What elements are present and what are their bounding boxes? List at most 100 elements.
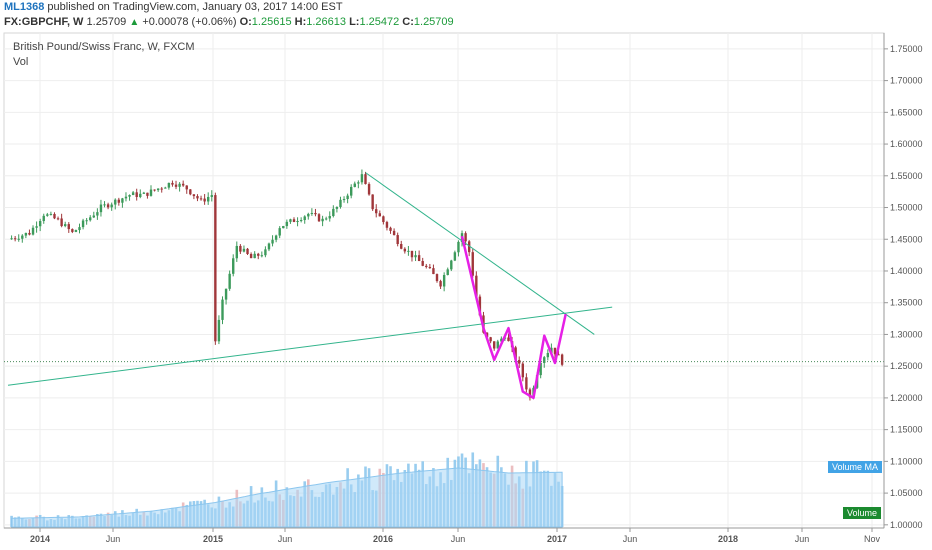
close-value: 1.25709 bbox=[413, 16, 454, 28]
candle-body bbox=[214, 195, 217, 342]
candle-body bbox=[546, 353, 550, 358]
up-arrow-icon: ▲ bbox=[129, 17, 140, 28]
candle-body bbox=[81, 220, 85, 228]
candle-body bbox=[139, 193, 142, 198]
candle-body bbox=[375, 209, 378, 214]
publisher-username[interactable]: ML1368 bbox=[4, 1, 45, 13]
candle-body bbox=[453, 252, 457, 261]
candle-body bbox=[178, 183, 181, 187]
x-tick-label: 2015 bbox=[203, 534, 223, 544]
candle-body bbox=[328, 216, 331, 219]
close-label: C: bbox=[402, 16, 414, 28]
low-label: L: bbox=[349, 16, 360, 28]
support-trendline[interactable] bbox=[7, 306, 613, 386]
candle-body bbox=[114, 199, 117, 205]
candle-body bbox=[342, 199, 346, 201]
y-tick-label: 1.35000 bbox=[890, 298, 923, 308]
candle-body bbox=[317, 214, 321, 222]
x-tick-label: Jun bbox=[795, 534, 810, 544]
candle-body bbox=[17, 238, 20, 240]
candle-body bbox=[425, 265, 428, 267]
candle-body bbox=[507, 337, 510, 342]
candle-body bbox=[392, 230, 396, 236]
candle-body bbox=[282, 226, 285, 229]
candle-body bbox=[553, 347, 557, 355]
candle-body bbox=[13, 238, 17, 240]
candle-body bbox=[278, 228, 281, 236]
vol-label: Vol bbox=[13, 56, 29, 68]
candle-body bbox=[142, 192, 146, 194]
candle-body bbox=[53, 213, 56, 219]
resistance-trendline[interactable] bbox=[365, 172, 595, 335]
candle-body bbox=[35, 226, 38, 228]
y-tick-label: 1.55000 bbox=[890, 171, 923, 181]
y-tick-label: 1.70000 bbox=[890, 76, 923, 86]
candle-body bbox=[421, 261, 424, 266]
pattern-path[interactable] bbox=[460, 235, 567, 400]
candle-body bbox=[396, 235, 399, 245]
y-tick-label: 1.40000 bbox=[890, 266, 923, 276]
candle-body bbox=[432, 268, 435, 275]
candle-body bbox=[314, 212, 317, 215]
candle-body bbox=[324, 218, 328, 220]
candle-body bbox=[85, 220, 88, 222]
candle-body bbox=[457, 241, 460, 253]
candle-body bbox=[478, 296, 482, 316]
candle-body bbox=[514, 347, 517, 360]
candle-body bbox=[439, 281, 442, 287]
candle-body bbox=[271, 239, 274, 244]
candle-body bbox=[174, 184, 178, 187]
candle-body bbox=[71, 229, 74, 232]
candle-body bbox=[493, 341, 496, 349]
open-label: O: bbox=[239, 16, 252, 28]
candle-body bbox=[525, 377, 528, 390]
candle-body bbox=[235, 245, 238, 259]
candle-body bbox=[464, 233, 467, 242]
candle-body bbox=[56, 218, 60, 220]
open-value: 1.25615 bbox=[251, 16, 292, 28]
y-tick-label: 1.45000 bbox=[890, 234, 923, 244]
y-tick-label: 1.75000 bbox=[890, 44, 923, 54]
time-axis[interactable]: 2014 Jun 2015 Jun 2016 Jun 2017 Jun 2018 Jun Nov bbox=[30, 528, 881, 544]
candle-body bbox=[521, 363, 524, 378]
candle-body bbox=[167, 182, 171, 188]
candle-body bbox=[467, 241, 471, 253]
candle-body bbox=[446, 269, 449, 276]
candle-body bbox=[557, 354, 560, 356]
candle-body bbox=[428, 266, 432, 269]
candle-body bbox=[367, 184, 371, 195]
candle-body bbox=[131, 192, 135, 196]
candle-body bbox=[303, 216, 306, 221]
x-tick-label: 2018 bbox=[718, 534, 738, 544]
candle-body bbox=[10, 238, 13, 240]
candle-body bbox=[232, 258, 235, 274]
candle-body bbox=[196, 196, 199, 199]
candle-body bbox=[442, 275, 446, 287]
candle-body bbox=[389, 227, 392, 231]
candle-body bbox=[217, 319, 221, 342]
chart-title: British Pound/Swiss Franc, W, FXCM bbox=[13, 41, 195, 53]
x-tick-label: 2016 bbox=[373, 534, 393, 544]
candle-body bbox=[24, 232, 28, 236]
y-tick-label: 1.50000 bbox=[890, 203, 923, 213]
candle-body bbox=[257, 253, 260, 256]
candle-body bbox=[99, 204, 103, 213]
candle-body bbox=[64, 224, 67, 227]
last-price: 1.25709 bbox=[86, 16, 127, 28]
candle-body bbox=[417, 255, 421, 262]
candle-body bbox=[38, 221, 42, 227]
candle-body bbox=[299, 220, 303, 222]
candle-body bbox=[49, 213, 53, 215]
candle-body bbox=[292, 219, 296, 222]
candle-body bbox=[192, 194, 196, 197]
high-value: 1.26613 bbox=[306, 16, 346, 28]
y-tick-label: 1.65000 bbox=[890, 107, 923, 117]
candle-body bbox=[339, 199, 342, 207]
y-tick-label: 1.15000 bbox=[890, 425, 923, 435]
candle-body bbox=[46, 214, 49, 216]
volume-ma-area bbox=[11, 467, 563, 528]
candle-body bbox=[153, 189, 156, 191]
price-axis[interactable]: 1.75000 1.70000 1.65000 1.60000 1.55000 1.500… bbox=[884, 44, 923, 530]
candle-body bbox=[171, 182, 174, 185]
